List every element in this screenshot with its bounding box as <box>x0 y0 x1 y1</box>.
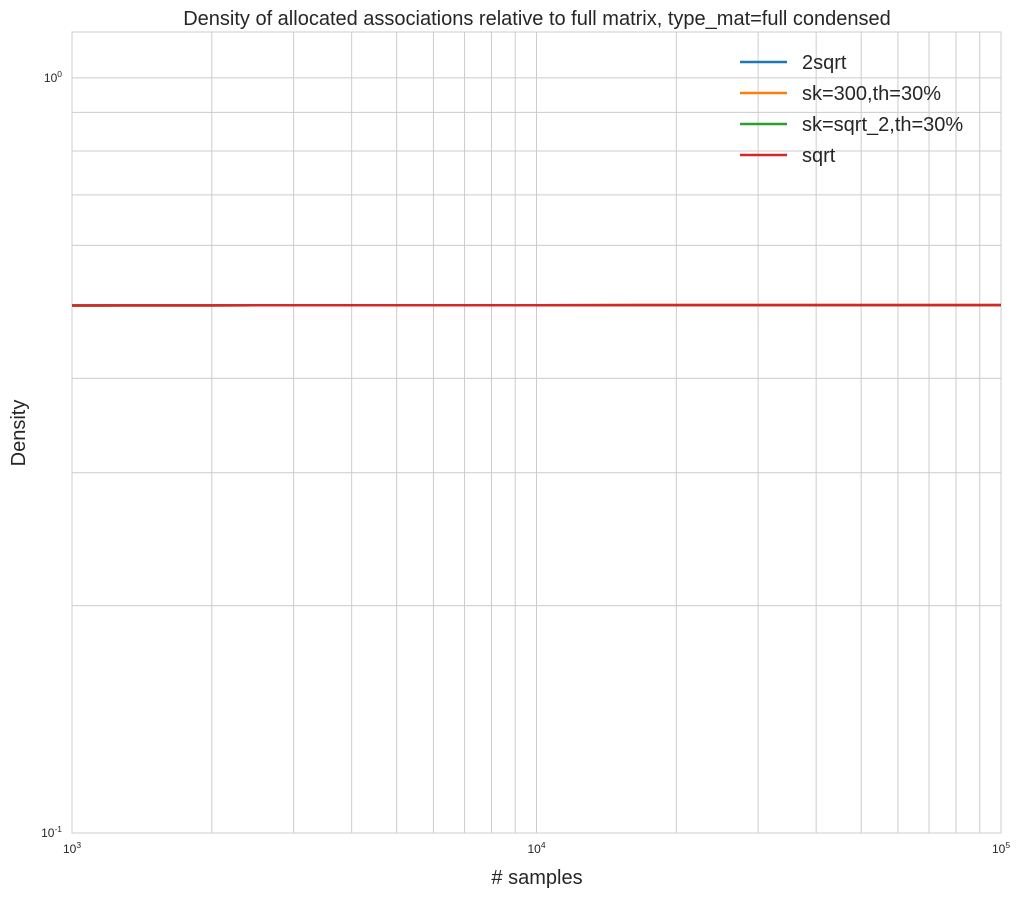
x-axis-label: # samples <box>491 867 582 889</box>
x-tick-label: 105 <box>992 840 1010 856</box>
legend-label: sqrt <box>802 145 836 167</box>
y-tick-label: 100 <box>44 69 62 85</box>
y-tick-label: 10-1 <box>41 824 62 840</box>
plot-frame <box>71 31 1002 834</box>
y-axis-label: Density <box>8 400 30 467</box>
grid <box>72 32 1001 833</box>
legend-label: sk=sqrt_2,th=30% <box>802 114 963 136</box>
legend-label: sk=300,th=30% <box>802 83 941 105</box>
x-tick-label: 103 <box>63 840 81 856</box>
x-tick-label: 104 <box>527 840 545 856</box>
legend-label: 2sqrt <box>802 52 847 74</box>
chart-title: Density of allocated associations relati… <box>183 8 891 30</box>
legend: 2sqrt sk=300,th=30% sk=sqrt_2,th=30%sqrt <box>740 52 963 167</box>
tick-labels: 103 104 105 10-1 100 <box>41 69 1010 856</box>
